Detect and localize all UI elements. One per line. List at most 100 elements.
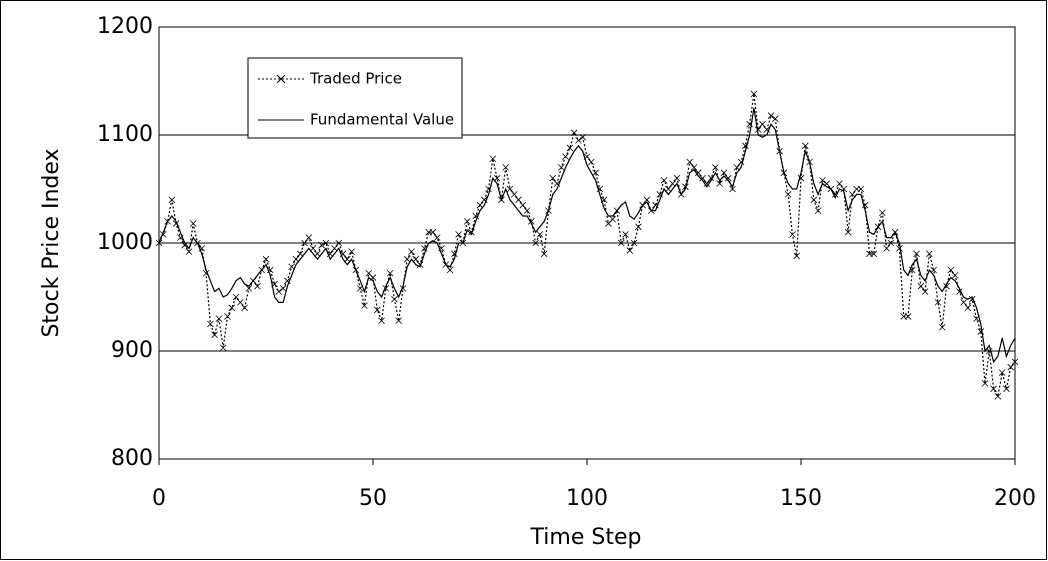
marker bbox=[318, 241, 325, 249]
marker bbox=[575, 137, 582, 144]
marker bbox=[532, 239, 539, 247]
y-tick-label: 900 bbox=[111, 338, 153, 363]
marker bbox=[750, 90, 758, 98]
marker bbox=[857, 185, 865, 193]
marker bbox=[232, 293, 240, 301]
marker bbox=[566, 144, 574, 152]
marker bbox=[720, 169, 728, 177]
marker bbox=[759, 120, 766, 128]
marker bbox=[433, 234, 441, 241]
marker bbox=[562, 153, 569, 160]
marker bbox=[908, 266, 916, 274]
marker bbox=[592, 169, 599, 177]
marker bbox=[840, 185, 848, 193]
marker bbox=[515, 196, 522, 204]
marker bbox=[262, 255, 270, 263]
marker bbox=[913, 250, 920, 258]
marker bbox=[288, 263, 295, 271]
y-tick-label: 1200 bbox=[97, 14, 153, 39]
marker bbox=[489, 155, 497, 163]
marker bbox=[1003, 385, 1010, 393]
marker bbox=[463, 218, 471, 225]
legend-label: Traded Price bbox=[309, 70, 402, 88]
marker bbox=[391, 295, 398, 303]
y-axis-label: Stock Price Index bbox=[39, 148, 64, 337]
marker bbox=[284, 277, 291, 285]
marker bbox=[429, 228, 437, 236]
x-axis-label: Time Step bbox=[530, 525, 642, 550]
legend-label: Fundamental Value bbox=[310, 111, 454, 129]
marker bbox=[1011, 358, 1019, 366]
marker bbox=[951, 272, 959, 279]
marker bbox=[177, 234, 184, 241]
marker bbox=[335, 239, 343, 247]
marker bbox=[189, 220, 197, 227]
marker bbox=[519, 201, 527, 209]
y-tick-label: 800 bbox=[111, 446, 153, 471]
marker bbox=[254, 282, 261, 290]
marker bbox=[947, 266, 955, 274]
marker bbox=[587, 158, 595, 166]
marker bbox=[472, 212, 480, 220]
marker bbox=[724, 174, 732, 182]
marker bbox=[301, 239, 308, 247]
legend: Traded Price Fundamental Value bbox=[247, 57, 463, 139]
marker bbox=[373, 306, 381, 314]
marker bbox=[185, 248, 193, 255]
marker bbox=[408, 248, 415, 255]
marker bbox=[266, 266, 274, 274]
marker bbox=[395, 317, 402, 325]
marker bbox=[879, 209, 886, 217]
marker bbox=[245, 285, 253, 292]
marker bbox=[609, 215, 616, 223]
marker bbox=[378, 317, 385, 325]
marker bbox=[990, 385, 997, 393]
marker bbox=[635, 223, 642, 231]
marker bbox=[438, 245, 445, 252]
marker bbox=[767, 112, 775, 119]
marker bbox=[348, 248, 355, 255]
x-tick-label: 100 bbox=[566, 486, 608, 511]
marker bbox=[960, 299, 967, 306]
marker bbox=[570, 129, 578, 137]
marker bbox=[716, 180, 723, 187]
marker bbox=[510, 191, 518, 198]
marker bbox=[934, 299, 942, 306]
marker bbox=[784, 191, 792, 198]
marker bbox=[275, 288, 283, 295]
marker bbox=[228, 304, 236, 312]
marker bbox=[699, 174, 706, 182]
marker bbox=[673, 174, 681, 182]
marker bbox=[836, 180, 843, 187]
marker bbox=[917, 282, 925, 290]
marker bbox=[215, 315, 223, 322]
marker bbox=[617, 239, 625, 247]
legend-box bbox=[247, 57, 463, 139]
marker bbox=[579, 133, 587, 141]
marker bbox=[844, 228, 852, 236]
marker bbox=[558, 164, 565, 171]
marker bbox=[686, 158, 694, 166]
x-tick-label: 150 bbox=[780, 486, 822, 511]
x-tick-label: 0 bbox=[152, 486, 166, 511]
marker bbox=[921, 288, 929, 295]
marker bbox=[772, 115, 779, 123]
series-line bbox=[158, 107, 1016, 364]
marker bbox=[643, 196, 651, 204]
marker bbox=[536, 231, 544, 238]
marker bbox=[219, 344, 227, 352]
marker bbox=[870, 250, 878, 258]
marker bbox=[361, 302, 368, 309]
marker bbox=[549, 174, 557, 182]
marker bbox=[211, 331, 218, 339]
marker bbox=[502, 164, 509, 171]
marker bbox=[622, 231, 629, 238]
marker bbox=[810, 196, 818, 204]
legend-marker bbox=[276, 74, 286, 84]
marker bbox=[694, 169, 702, 177]
y-tick-label: 1100 bbox=[97, 122, 153, 147]
marker bbox=[994, 393, 1002, 400]
marker bbox=[506, 185, 514, 193]
marker bbox=[964, 304, 972, 312]
